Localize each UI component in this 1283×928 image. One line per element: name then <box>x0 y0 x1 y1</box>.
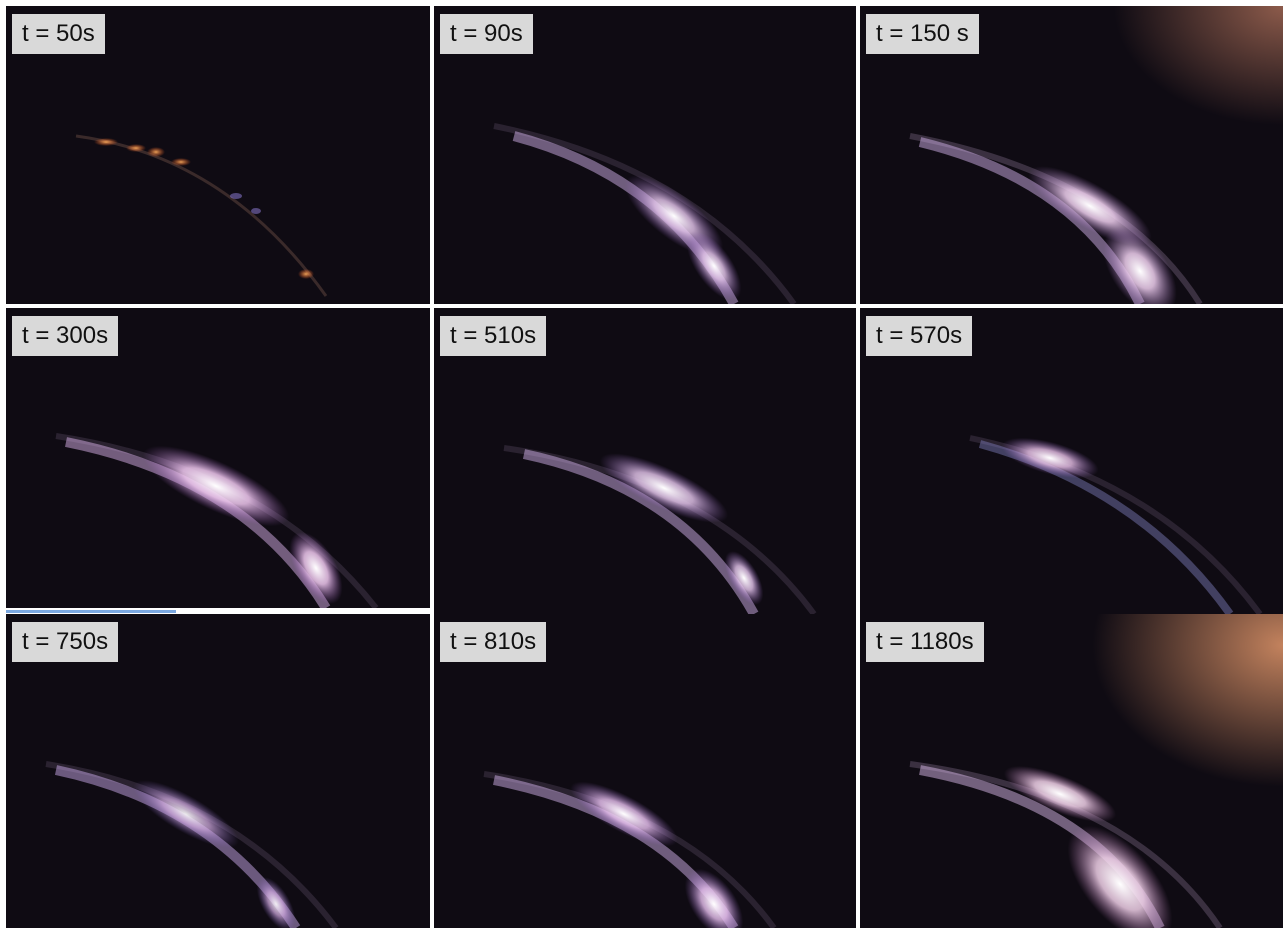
flame-ring-image <box>503 445 817 614</box>
time-label: t = 150 s <box>866 14 979 54</box>
flame-ring-image <box>860 6 1283 304</box>
time-label: t = 90s <box>440 14 533 54</box>
flame-ring-image <box>55 433 379 608</box>
frame-t50: t = 50s <box>6 6 430 304</box>
flame-ring-image <box>493 123 797 304</box>
flame-ring-image <box>860 614 1283 928</box>
flame-ring-image <box>483 771 777 928</box>
frame-t570: t = 570s <box>860 308 1283 614</box>
frame-t150: t = 150 s <box>860 6 1283 304</box>
flame-ring-image <box>75 134 328 297</box>
time-label: t = 50s <box>12 14 105 54</box>
flame-ring-image <box>969 435 1263 614</box>
frame-t300: t = 300s <box>6 308 430 608</box>
time-label: t = 1180s <box>866 622 984 662</box>
frame-t810: t = 810s <box>434 614 856 928</box>
time-label: t = 570s <box>866 316 973 356</box>
selection-line <box>6 610 176 613</box>
frame-t1180: t = 1180s <box>860 614 1283 928</box>
frame-t750: t = 750s <box>6 614 430 928</box>
frame-t510: t = 510s <box>434 308 856 614</box>
flame-ring-image <box>45 761 339 928</box>
time-label: t = 750s <box>12 622 119 662</box>
time-label: t = 300s <box>12 316 119 356</box>
time-label: t = 510s <box>440 316 547 356</box>
time-label: t = 810s <box>440 622 547 662</box>
frame-t90: t = 90s <box>434 6 856 304</box>
